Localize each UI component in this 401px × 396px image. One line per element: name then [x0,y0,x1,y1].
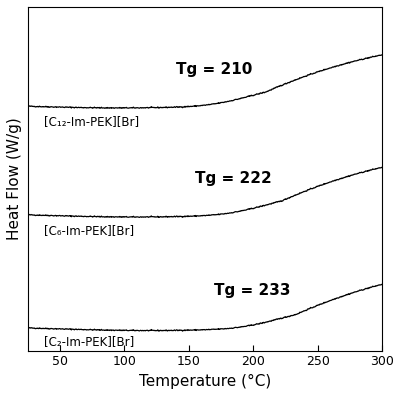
Text: [C₁₂-Im-PEK][Br]: [C₁₂-Im-PEK][Br] [44,116,140,128]
Text: [C₂-Im-PEK][Br]: [C₂-Im-PEK][Br] [44,335,134,348]
Text: Tg = 233: Tg = 233 [215,283,291,298]
Text: [C₆-Im-PEK][Br]: [C₆-Im-PEK][Br] [44,224,134,237]
Text: Tg = 222: Tg = 222 [195,171,272,186]
Text: Tg = 210: Tg = 210 [176,63,252,78]
Y-axis label: Heat Flow (W/g): Heat Flow (W/g) [7,117,22,240]
X-axis label: Temperature (°C): Temperature (°C) [139,374,271,389]
